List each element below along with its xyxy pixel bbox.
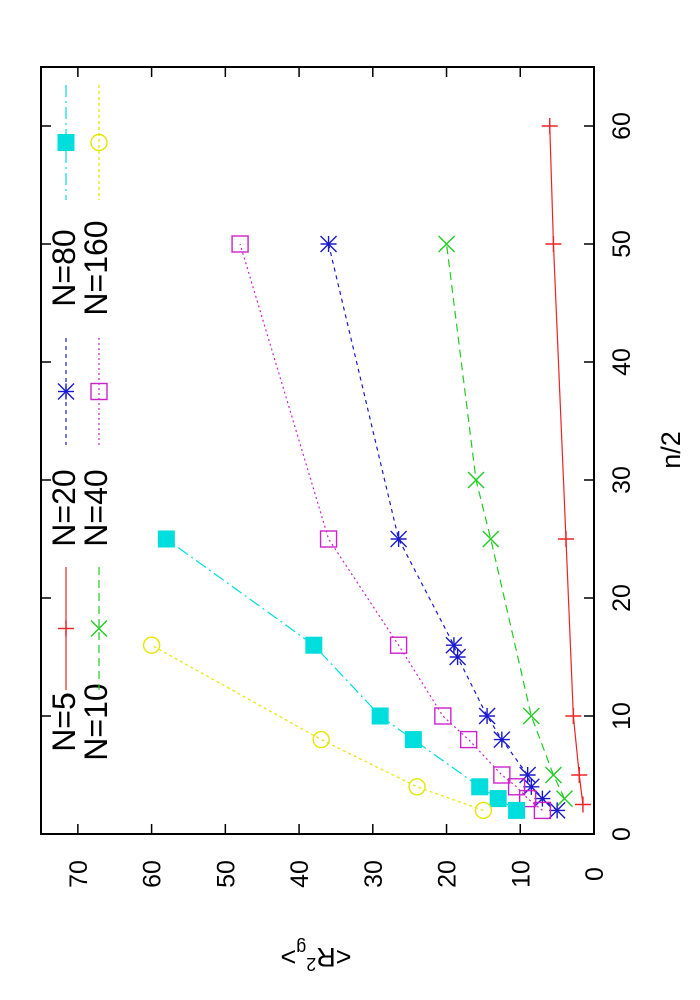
- data-point-n-80: [489, 790, 507, 808]
- data-point-n-40: [434, 707, 452, 725]
- legend-label-n-10: N=10: [78, 683, 114, 760]
- data-point-n-20: [478, 707, 496, 725]
- y-tick-label: 20: [434, 860, 462, 888]
- data-point-n-40: [319, 530, 338, 548]
- data-point-n-40: [493, 766, 511, 784]
- data-point-n-80: [157, 530, 175, 548]
- legend-label-n-80: N=80: [46, 229, 82, 306]
- legend-item-n-160: N=160: [78, 85, 114, 316]
- y-tick-label: 40: [286, 860, 314, 888]
- series-n-10: [438, 235, 574, 808]
- axis-ticks: 0 10 20 30 40 50 60 0 10 20 30 40 50 60 70: [41, 67, 636, 888]
- data-point-n-5: [565, 708, 582, 724]
- data-point-n-20: [449, 648, 467, 666]
- x-tick-label: 30: [608, 466, 636, 494]
- data-point-n-5: [574, 796, 591, 813]
- data-point-n-5: [541, 118, 558, 134]
- series-line-n-20: [327, 243, 558, 811]
- legend-label-n-160: N=160: [78, 220, 114, 315]
- series-line-n-40: [239, 243, 543, 811]
- legend-label-n-20: N=20: [46, 469, 82, 546]
- legend: N=5N=10 N=20N=40 N=80N=160: [46, 85, 114, 761]
- data-point-n-20: [390, 530, 408, 548]
- series-line-n-80: [165, 538, 517, 811]
- data-point-n-5: [571, 767, 588, 783]
- y-tick-label: 70: [65, 860, 93, 888]
- data-point-n-5: [557, 531, 574, 547]
- data-point-n-10: [522, 707, 540, 725]
- legend-item-n-40: N=40: [78, 338, 114, 547]
- data-point-n-40: [231, 235, 249, 253]
- legend-marker-n-20: [57, 383, 75, 400]
- y-axis-title-sup: 2: [306, 954, 316, 974]
- data-point-n-160: [408, 778, 426, 796]
- legend-item-n-5: N=5: [46, 567, 82, 752]
- data-point-n-160: [474, 801, 493, 820]
- series-line-n-5: [549, 125, 584, 805]
- data-point-n-20: [320, 235, 338, 253]
- y-axis-title-end: >: [280, 942, 296, 972]
- y-tick-label: 60: [139, 860, 167, 888]
- data-point-n-10: [544, 766, 562, 784]
- y-axis-title: <R2g>: [280, 938, 351, 974]
- data-point-n-40: [518, 789, 537, 808]
- series-line-n-10: [445, 243, 566, 799]
- data-point-n-40: [459, 730, 478, 749]
- data-point-n-40: [507, 778, 526, 796]
- data-point-n-80: [404, 731, 422, 749]
- legend-item-n-10: N=10: [78, 567, 114, 761]
- legend-item-n-20: N=20: [46, 338, 82, 547]
- x-tick-label: 60: [608, 112, 636, 140]
- series-n-5: [541, 118, 591, 813]
- y-tick-label: 0: [581, 867, 609, 881]
- series-layer: [142, 118, 591, 820]
- x-tick-label: 20: [608, 584, 636, 612]
- x-tick-label: 50: [608, 230, 636, 258]
- legend-marker-n-160: [90, 133, 108, 152]
- x-tick-label: 40: [608, 348, 636, 376]
- data-point-n-10: [467, 471, 485, 489]
- series-n-160: [142, 636, 493, 820]
- plot-frame: [40, 66, 595, 835]
- data-point-n-20: [548, 801, 566, 819]
- data-point-n-80: [371, 707, 389, 725]
- y-tick-label: 10: [507, 860, 535, 888]
- series-line-n-160: [151, 644, 484, 811]
- data-point-n-20: [493, 731, 511, 749]
- series-n-40: [231, 235, 552, 820]
- series-n-80: [157, 530, 526, 819]
- legend-label-n-40: N=40: [78, 469, 114, 546]
- data-point-n-20: [522, 778, 540, 796]
- y-tick-label: 30: [360, 860, 388, 888]
- legend-marker-n-5: [58, 620, 74, 637]
- legend-marker-n-80: [57, 134, 75, 151]
- x-tick-label: 10: [608, 702, 636, 730]
- data-point-n-40: [389, 636, 408, 654]
- y-axis-title-main: <R: [316, 942, 351, 972]
- data-point-n-80: [305, 636, 323, 654]
- data-point-n-10: [438, 235, 456, 253]
- series-n-20: [320, 235, 566, 819]
- data-point-n-10: [556, 790, 574, 808]
- data-point-n-5: [545, 236, 562, 252]
- data-point-n-20: [519, 766, 537, 784]
- y-tick-label: 50: [212, 860, 240, 888]
- legend-marker-n-40: [90, 382, 108, 401]
- legend-item-n-80: N=80: [46, 85, 82, 307]
- x-axis-title: n/2: [656, 431, 686, 469]
- data-point-n-10: [482, 530, 500, 548]
- data-point-n-20: [445, 636, 463, 654]
- legend-label-n-5: N=5: [46, 692, 82, 752]
- y-axis-title-sub: g: [296, 938, 306, 958]
- data-point-n-80: [471, 778, 489, 796]
- data-point-n-80: [508, 801, 526, 819]
- x-tick-label: 0: [608, 827, 636, 841]
- data-point-n-160: [312, 730, 330, 749]
- legend-marker-n-10: [90, 620, 108, 637]
- data-point-n-160: [142, 636, 161, 654]
- data-point-n-40: [533, 801, 552, 820]
